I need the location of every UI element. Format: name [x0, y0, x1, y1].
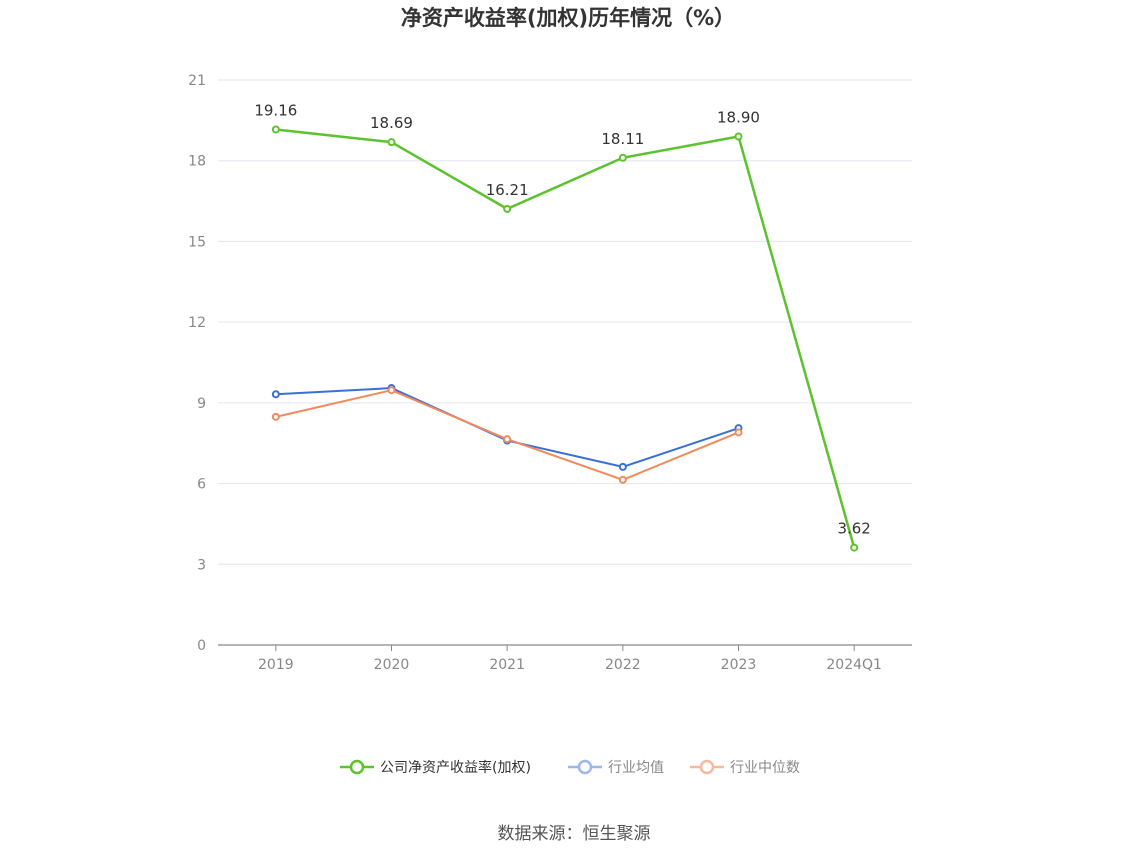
y-tick-label-15: 15 [188, 234, 206, 250]
grid-lines [218, 79, 912, 565]
data-label-2021: 16.21 [486, 181, 529, 199]
chart-title: 净资产收益率(加权)历年情况（%） [401, 6, 735, 30]
data-label-2019: 19.16 [254, 102, 297, 120]
y-axis: 0 3 6 9 12 15 18 21 [188, 73, 206, 654]
x-tick-label-2020: 2020 [374, 657, 410, 673]
legend-label-0: 公司净资产收益率(加权) [380, 759, 531, 776]
x-axis: 2019 2020 2021 2022 2023 2024Q1 [218, 644, 912, 673]
y-tick-label-18: 18 [188, 154, 206, 170]
series-2-point-2021 [503, 435, 512, 444]
data-label-2024Q1: 3.62 [837, 520, 870, 538]
legend-label-1: 行业均值 [608, 760, 664, 776]
series-2-point-2019 [271, 412, 280, 421]
x-tick-label-2021: 2021 [489, 657, 525, 673]
series-0-point-2021 [503, 204, 512, 213]
x-tick-label-2019: 2019 [258, 657, 294, 673]
series-group [271, 125, 859, 552]
legend-marker-0 [349, 759, 365, 775]
legend-item-0[interactable]: 公司净资产收益率(加权) [340, 759, 531, 776]
series-1-point-2019 [271, 390, 280, 399]
series-0-point-2019 [271, 125, 280, 134]
data-labels: 19.16 18.69 16.21 18.11 18.90 3.62 [254, 102, 871, 538]
legend-marker-2 [699, 759, 715, 775]
x-tick-label-2023: 2023 [721, 657, 757, 673]
series-line-0 [275, 128, 856, 548]
series-line-2 [275, 389, 739, 481]
series-0-point-2024Q1 [850, 543, 859, 552]
series-0-point-2023 [734, 132, 743, 141]
series-2-point-2020 [387, 386, 396, 395]
series-2-point-2023 [734, 428, 743, 437]
data-source: 数据来源：恒生聚源 [498, 824, 651, 844]
y-tick-label-0: 0 [197, 638, 206, 654]
legend-marker-1 [577, 759, 593, 775]
y-tick-label-21: 21 [188, 73, 206, 89]
legend-item-1[interactable]: 行业均值 [568, 759, 664, 776]
y-tick-label-6: 6 [197, 477, 206, 493]
series-0-point-2020 [387, 138, 396, 147]
series-0-point-2022 [618, 153, 627, 162]
data-label-2023: 18.90 [717, 109, 760, 127]
y-tick-label-12: 12 [188, 315, 206, 331]
data-label-2022: 18.11 [601, 130, 644, 148]
legend-label-2: 行业中位数 [730, 760, 800, 776]
x-tick-label-2022: 2022 [605, 657, 641, 673]
legend-item-2[interactable]: 行业中位数 [690, 759, 800, 776]
x-tick-label-2024Q1: 2024Q1 [826, 657, 882, 673]
legend[interactable]: 公司净资产收益率(加权) 行业均值 行业中位数 [340, 759, 800, 776]
y-tick-label-3: 3 [197, 557, 206, 573]
series-1-point-2022 [618, 462, 627, 471]
y-tick-label-9: 9 [197, 396, 206, 412]
series-2-point-2022 [618, 475, 627, 484]
data-label-2020: 18.69 [370, 114, 413, 132]
